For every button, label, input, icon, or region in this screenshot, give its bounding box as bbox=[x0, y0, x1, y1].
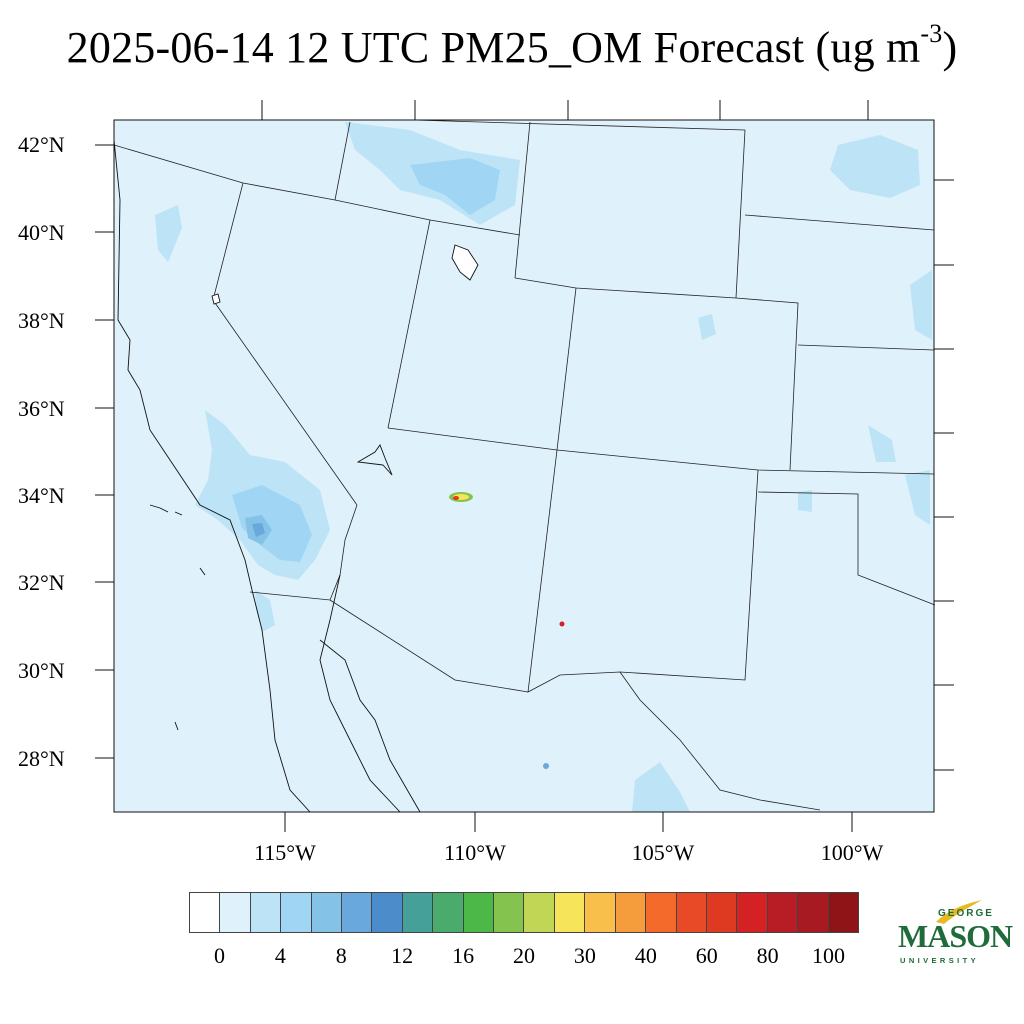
logo-george-text: GEORGE bbox=[938, 908, 994, 919]
plume-ne-corner bbox=[632, 762, 690, 812]
plume-wyoming-dark bbox=[410, 158, 500, 215]
chart-title: 2025-06-14 12 UTC PM25_OM Forecast (ug m… bbox=[66, 19, 958, 72]
lon-label: 100°W bbox=[820, 840, 884, 865]
lake-tahoe bbox=[211, 293, 221, 305]
lon-label: 110°W bbox=[444, 840, 506, 865]
colorbar-box bbox=[615, 893, 647, 932]
colorbar-label: 0 bbox=[213, 943, 225, 968]
colorbar-label: 100 bbox=[812, 943, 846, 968]
lat-label: 36°N bbox=[18, 396, 65, 421]
coastlines bbox=[113, 139, 479, 813]
lat-label: 30°N bbox=[18, 658, 65, 683]
plume-kansas bbox=[910, 270, 932, 340]
colorbar-box bbox=[342, 893, 373, 932]
colorbar-box bbox=[737, 893, 768, 932]
colorbar-box bbox=[281, 893, 312, 932]
fire-nm bbox=[559, 621, 565, 627]
logo-swoosh-icon bbox=[936, 900, 982, 924]
colorbar-box bbox=[190, 893, 221, 932]
colorbar-label: 4 bbox=[274, 943, 286, 968]
pm25-contours bbox=[155, 122, 932, 812]
colorbar-label: 30 bbox=[573, 943, 596, 968]
plume-nv-west bbox=[155, 205, 182, 262]
colorbar-label: 16 bbox=[452, 943, 475, 968]
lat-label: 38°N bbox=[18, 308, 65, 333]
colorbar-label: 40 bbox=[634, 943, 657, 968]
colorbar-label: 60 bbox=[695, 943, 718, 968]
colorbar-box bbox=[798, 893, 829, 932]
plume-socal-mid bbox=[232, 485, 312, 562]
colorbar-box bbox=[706, 893, 738, 932]
lat-label: 40°N bbox=[18, 220, 65, 245]
colorbar-box bbox=[767, 893, 799, 932]
colorbar bbox=[189, 892, 859, 933]
lake-mead bbox=[356, 444, 393, 476]
lat-label: 28°N bbox=[18, 746, 65, 771]
lon-label: 105°W bbox=[631, 840, 695, 865]
great-salt-lake bbox=[451, 244, 479, 281]
colorbar-box bbox=[220, 893, 251, 932]
colorbar-label: 12 bbox=[391, 943, 414, 968]
colorbar-box bbox=[311, 893, 343, 932]
colorbar-box bbox=[524, 893, 555, 932]
colorbar-label: 20 bbox=[513, 943, 535, 968]
george-mason-logo: GEORGE MASON UNIVERSITY bbox=[898, 900, 1013, 972]
colorbar-box bbox=[402, 893, 434, 932]
plume-tx-panhandle bbox=[868, 425, 896, 462]
logo-university-text: UNIVERSITY bbox=[900, 956, 980, 965]
colorbar-box bbox=[494, 893, 525, 932]
lat-label: 32°N bbox=[18, 570, 65, 595]
colorbar-box bbox=[585, 893, 616, 932]
plume-tx-east bbox=[905, 470, 930, 525]
logo-mason-text: MASON bbox=[898, 918, 1013, 954]
lat-label: 34°N bbox=[18, 483, 65, 508]
colorbar-box bbox=[676, 893, 707, 932]
plume-socal-center bbox=[252, 523, 265, 537]
lon-label: 115°W bbox=[254, 840, 316, 865]
colorbar-label: 80 bbox=[756, 943, 779, 968]
colorbar-label: 8 bbox=[335, 943, 347, 968]
tick-marks bbox=[95, 100, 954, 832]
colorbar-box bbox=[250, 893, 282, 932]
plume-nebraska bbox=[830, 135, 920, 198]
colorbar-box bbox=[372, 893, 403, 932]
colorbar-box bbox=[463, 893, 495, 932]
colorbar-box bbox=[554, 893, 586, 932]
map-border bbox=[113, 119, 935, 813]
channel-islands bbox=[149, 504, 169, 513]
colorbar-box bbox=[433, 893, 464, 932]
plume-tx-mid bbox=[798, 490, 812, 512]
plume-colorado bbox=[698, 314, 716, 340]
colorbar-box bbox=[646, 893, 677, 932]
fire-mexico bbox=[543, 763, 549, 769]
fire-az-core bbox=[453, 496, 459, 500]
colorbar-box bbox=[828, 893, 858, 932]
lat-label: 42°N bbox=[18, 132, 65, 157]
